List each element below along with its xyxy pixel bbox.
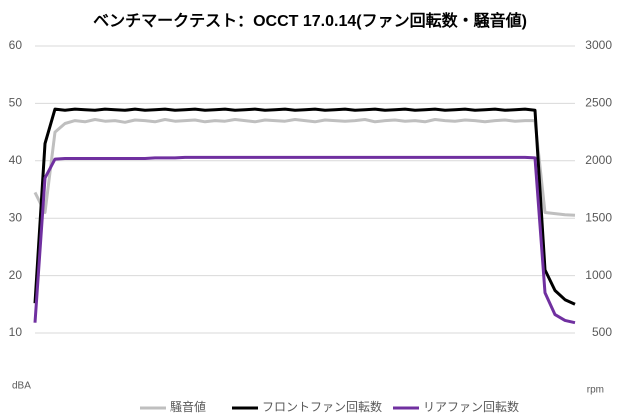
- y-tick-label: 40: [9, 153, 23, 167]
- y2-tick-label: 2500: [585, 96, 612, 110]
- chart-title: ベンチマークテスト：OCCT 17.0.14(ファン回転数・騒音値): [93, 11, 527, 30]
- y2-tick-label: 500: [592, 325, 612, 339]
- series-line: [33, 107, 576, 306]
- y2-tick-label: 1500: [585, 210, 612, 224]
- y-tick-label: 60: [9, 38, 23, 52]
- y-tick-label: 50: [9, 96, 23, 110]
- y2-tick-label: 2000: [585, 153, 612, 167]
- y2-tick-label: 3000: [585, 38, 612, 52]
- y-tick-label: 20: [9, 268, 23, 282]
- y-tick-label: 30: [9, 210, 23, 224]
- legend-label: リアファン回転数: [423, 399, 519, 414]
- y2-axis-title: rpm: [587, 385, 604, 396]
- series-line: [33, 155, 576, 325]
- legend-label: 騒音値: [170, 399, 206, 414]
- legend-label: フロントファン回転数: [262, 399, 382, 414]
- y2-tick-label: 1000: [585, 268, 612, 282]
- y-axis-title: dBA: [12, 381, 31, 392]
- y-tick-label: 10: [9, 325, 23, 339]
- series-line: [33, 118, 576, 217]
